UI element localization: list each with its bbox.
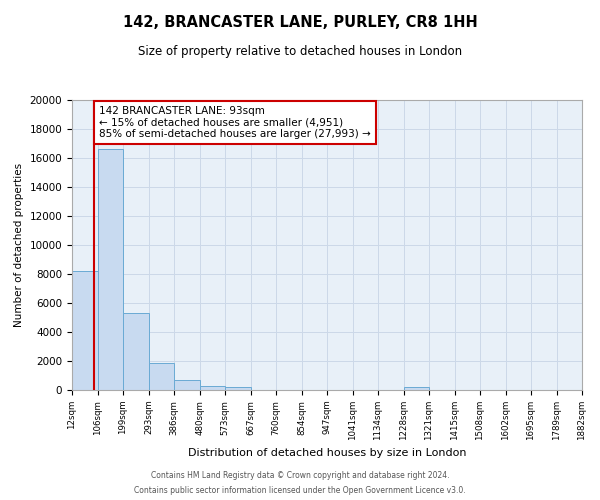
Bar [174, 380, 200, 390]
Bar [200, 386, 225, 390]
X-axis label: Distribution of detached houses by size in London: Distribution of detached houses by size … [188, 448, 466, 458]
Text: Contains HM Land Registry data © Crown copyright and database right 2024.: Contains HM Land Registry data © Crown c… [151, 471, 449, 480]
Bar [72, 271, 98, 390]
Y-axis label: Number of detached properties: Number of detached properties [14, 163, 24, 327]
Bar [149, 363, 174, 390]
Text: Contains public sector information licensed under the Open Government Licence v3: Contains public sector information licen… [134, 486, 466, 495]
Bar [225, 387, 251, 390]
Text: 142, BRANCASTER LANE, PURLEY, CR8 1HH: 142, BRANCASTER LANE, PURLEY, CR8 1HH [122, 15, 478, 30]
Bar [98, 150, 123, 390]
Bar [404, 387, 429, 390]
Text: 142 BRANCASTER LANE: 93sqm
← 15% of detached houses are smaller (4,951)
85% of s: 142 BRANCASTER LANE: 93sqm ← 15% of deta… [99, 106, 371, 139]
Text: Size of property relative to detached houses in London: Size of property relative to detached ho… [138, 45, 462, 58]
Bar [123, 313, 149, 390]
